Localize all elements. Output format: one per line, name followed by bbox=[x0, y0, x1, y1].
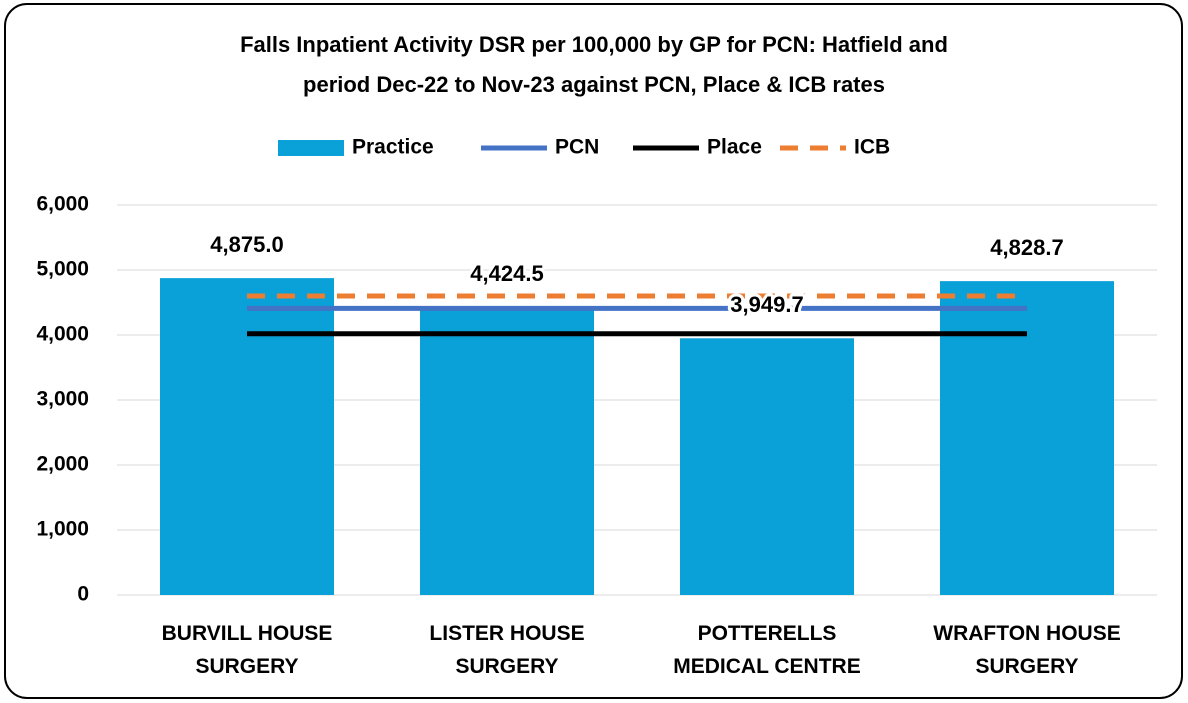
bar bbox=[160, 278, 334, 595]
legend-swatch bbox=[278, 140, 344, 156]
x-tick-label: POTTERELLS MEDICAL CENTRE bbox=[673, 622, 861, 678]
x-tick-label: WRAFTON HOUSE SURGERY bbox=[933, 622, 1121, 678]
bar bbox=[680, 338, 854, 595]
legend-label: Practice bbox=[352, 136, 434, 159]
data-label: 4,828.7 bbox=[990, 235, 1063, 260]
x-tick-label: BURVILL HOUSE SURGERY bbox=[161, 622, 333, 678]
y-tick-label: 4,000 bbox=[36, 323, 89, 346]
data-label: 3,949.7 bbox=[730, 292, 803, 317]
data-label: 4,424.5 bbox=[470, 261, 543, 286]
bar bbox=[420, 307, 594, 595]
legend-label: ICB bbox=[854, 136, 890, 159]
y-tick-label: 3,000 bbox=[36, 388, 89, 411]
legend-label: PCN bbox=[555, 136, 599, 159]
y-tick-label: 2,000 bbox=[36, 453, 89, 476]
y-tick-label: 6,000 bbox=[36, 193, 89, 216]
y-tick-label: 5,000 bbox=[36, 258, 89, 281]
chart-title: period Dec-22 to Nov-23 against PCN, Pla… bbox=[303, 72, 885, 97]
y-tick-label: 1,000 bbox=[36, 518, 89, 541]
bar bbox=[940, 281, 1114, 595]
x-tick-label: LISTER HOUSE SURGERY bbox=[429, 622, 585, 678]
y-tick-label: 0 bbox=[77, 583, 89, 606]
data-label: 4,875.0 bbox=[210, 232, 283, 257]
chart-title: Falls Inpatient Activity DSR per 100,000… bbox=[240, 32, 948, 57]
legend-label: Place bbox=[707, 136, 762, 159]
